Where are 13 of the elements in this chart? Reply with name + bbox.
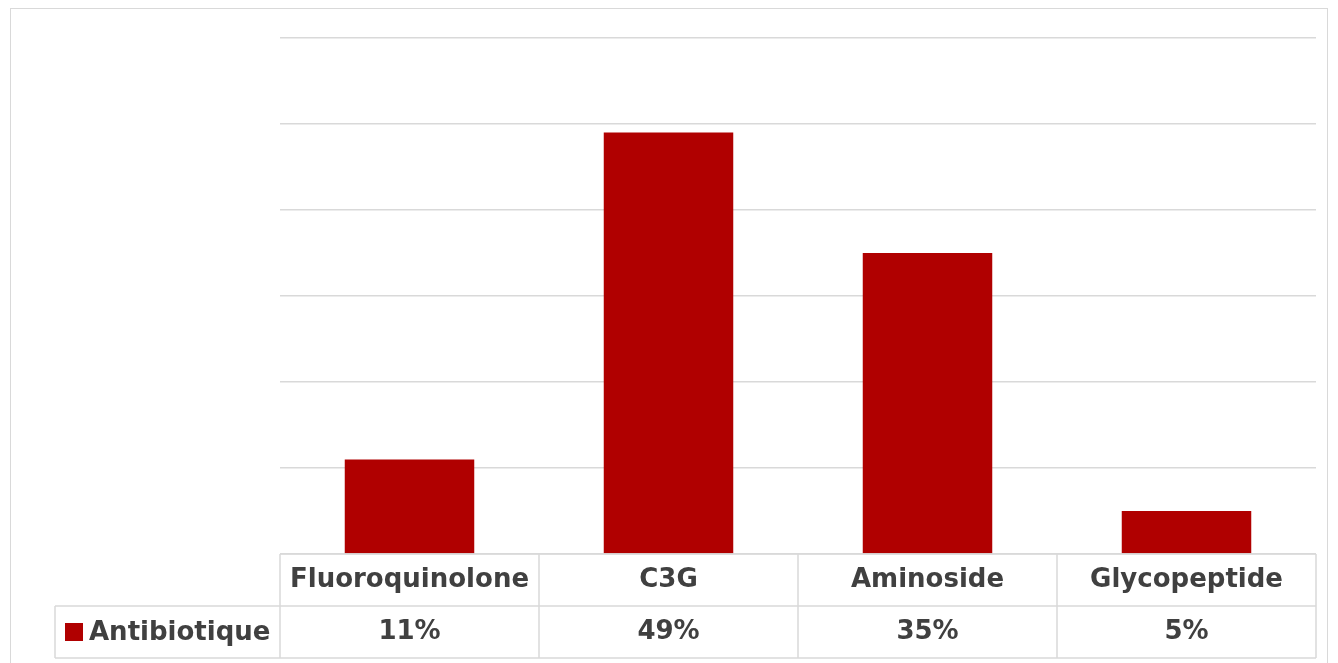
x-tick-label: Aminoside: [850, 562, 1005, 593]
data-label: 11%: [378, 614, 441, 645]
data-label: 5%: [1164, 614, 1209, 645]
bar: [344, 459, 475, 554]
x-tick-label: C3G: [639, 562, 698, 593]
x-tick-label: Fluoroquinolone: [289, 562, 530, 593]
bar: [1121, 511, 1252, 554]
bar: [603, 132, 734, 554]
x-tick-label: Glycopeptide: [1090, 562, 1283, 593]
data-label: 49%: [637, 614, 700, 645]
legend-label: Antibiotique: [89, 615, 271, 646]
bar: [862, 253, 993, 554]
data-label: 35%: [896, 614, 959, 645]
